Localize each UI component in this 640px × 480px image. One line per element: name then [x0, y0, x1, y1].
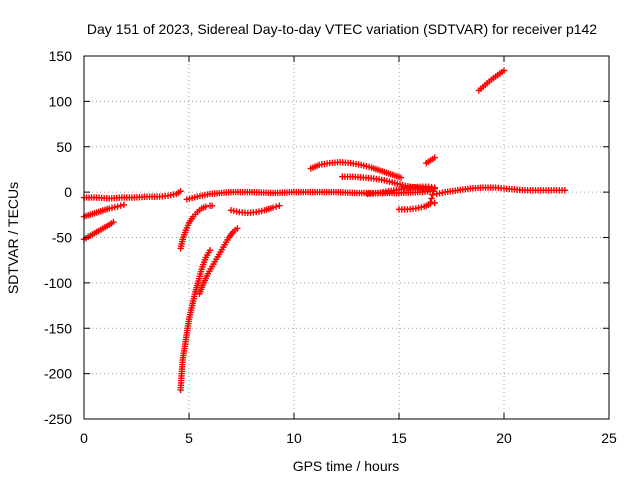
plot-frame: [83, 55, 610, 420]
grid-lines: [84, 56, 609, 419]
y-tick-label: 100: [49, 93, 73, 109]
y-tick-label: -50: [52, 230, 72, 246]
series-arc-h: [227, 202, 283, 217]
y-axis-label: SDTVAR / TECUs: [5, 182, 21, 294]
x-tick-label: 15: [391, 430, 407, 446]
x-tick-label: 25: [601, 430, 617, 446]
y-tick-label: -250: [44, 411, 72, 427]
y-tick-label: 0: [64, 184, 72, 200]
data-series: [80, 67, 569, 394]
y-tick-label: -100: [44, 275, 72, 291]
series-arc-j: [339, 173, 438, 192]
x-tick-label: 20: [496, 430, 512, 446]
series-arc-i: [307, 158, 405, 181]
series-arc-n: [423, 154, 438, 167]
series-arc-p: [475, 67, 508, 94]
y-tick-label: -200: [44, 366, 72, 382]
series-arc-e: [196, 225, 241, 297]
y-tick-label: 50: [56, 139, 72, 155]
x-tick-label: 0: [80, 430, 88, 446]
series-arc-f: [177, 202, 216, 252]
series-arc-c: [80, 218, 117, 243]
x-axis-label: GPS time / hours: [293, 458, 400, 474]
series-arc-g: [183, 188, 436, 203]
series-arc-o: [433, 184, 569, 198]
series-arc-b: [80, 201, 128, 220]
y-tick-label: -150: [44, 320, 72, 336]
y-tick-label: 150: [49, 48, 73, 64]
series-arc-k: [364, 183, 438, 198]
series-arc-m: [427, 185, 438, 206]
x-tick-label: 5: [185, 430, 193, 446]
series-arc-d: [177, 247, 214, 394]
x-tick-label: 10: [286, 430, 302, 446]
chart-title: Day 151 of 2023, Sidereal Day-to-day VTE…: [87, 21, 597, 37]
axis-ticks: 0 5 10 15 20 25 -250 -200 -150 -100 -50 0 50 100 150: [44, 48, 617, 446]
series-arc-a: [80, 188, 184, 202]
